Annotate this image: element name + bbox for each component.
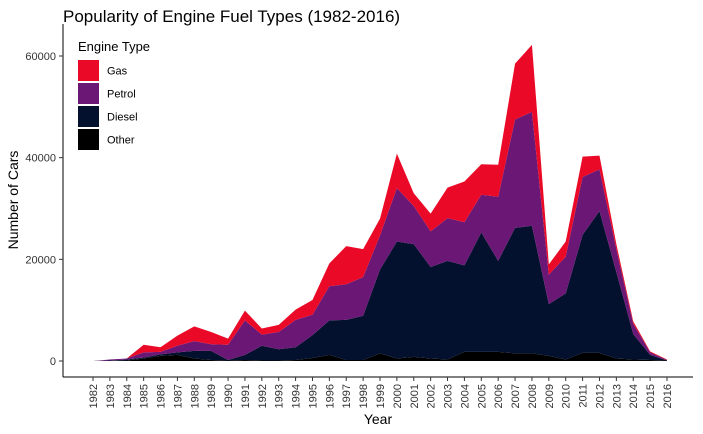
x-tick-label: 2000 [392, 384, 404, 408]
x-tick-label: 1986 [156, 384, 168, 408]
y-axis-title: Number of Cars [5, 151, 21, 250]
x-tick-label: 2002 [426, 384, 438, 408]
legend-swatch-petrol [78, 83, 99, 104]
x-tick-label: 1999 [375, 384, 387, 408]
area-diesel [93, 211, 667, 361]
x-tick-label: 1990 [223, 384, 235, 408]
legend-title: Engine Type [78, 39, 150, 54]
x-tick-label: 1998 [358, 384, 370, 408]
x-tick-label: 2015 [645, 384, 657, 408]
legend-label-gas: Gas [107, 66, 128, 78]
x-axis-ticks: 1982 1983 1984 1985 1986 1987 1988 1989 1990 1991… [88, 377, 674, 408]
x-tick-label: 2010 [561, 384, 573, 408]
legend-label-other: Other [107, 135, 135, 147]
legend-label-diesel: Diesel [107, 112, 138, 124]
x-tick-label: 1994 [291, 384, 303, 408]
area-petrol [93, 111, 667, 361]
y-tick-label: 0 [50, 356, 56, 368]
area-other [93, 351, 667, 361]
x-tick-label: 2013 [611, 384, 623, 408]
plot-areas [93, 44, 667, 361]
x-tick-label: 1984 [122, 384, 134, 408]
x-tick-label: 1993 [274, 384, 286, 408]
x-tick-label: 2005 [476, 384, 488, 408]
x-tick-label: 1995 [307, 384, 319, 408]
legend: Engine Type Gas Petrol Diesel Other [78, 39, 150, 150]
x-tick-label: 1982 [88, 384, 100, 408]
legend-label-petrol: Petrol [107, 89, 136, 101]
x-tick-label: 1989 [206, 384, 218, 408]
x-tick-label: 2011 [578, 384, 590, 408]
x-tick-label: 1988 [189, 384, 201, 408]
x-tick-label: 1997 [341, 384, 353, 408]
x-tick-label: 1992 [257, 384, 269, 408]
x-tick-label: 2001 [409, 384, 421, 408]
x-tick-label: 2014 [628, 384, 640, 408]
x-tick-label: 1983 [105, 384, 117, 408]
legend-swatch-gas [78, 60, 99, 81]
x-tick-label: 2012 [594, 384, 606, 408]
x-tick-label: 1996 [324, 384, 336, 408]
x-tick-label: 1987 [172, 384, 184, 408]
x-tick-label: 1985 [139, 384, 151, 408]
x-tick-label: 2007 [510, 384, 522, 408]
x-axis-title: Year [364, 411, 393, 427]
y-tick-label: 60000 [25, 51, 56, 63]
x-tick-label: 2006 [493, 384, 505, 408]
x-tick-label: 2009 [544, 384, 556, 408]
x-tick-label: 1991 [240, 384, 252, 408]
x-tick-label: 2004 [459, 384, 471, 408]
y-tick-label: 20000 [25, 254, 56, 266]
y-tick-label: 40000 [25, 153, 56, 165]
x-tick-label: 2008 [527, 384, 539, 408]
x-tick-label: 2003 [443, 384, 455, 408]
chart-title: Popularity of Engine Fuel Types (1982-20… [63, 7, 400, 26]
y-axis-ticks: 0 20000 40000 60000 [25, 51, 63, 368]
legend-swatch-other [78, 129, 99, 150]
x-tick-label: 2016 [662, 384, 674, 408]
legend-swatch-diesel [78, 106, 99, 127]
